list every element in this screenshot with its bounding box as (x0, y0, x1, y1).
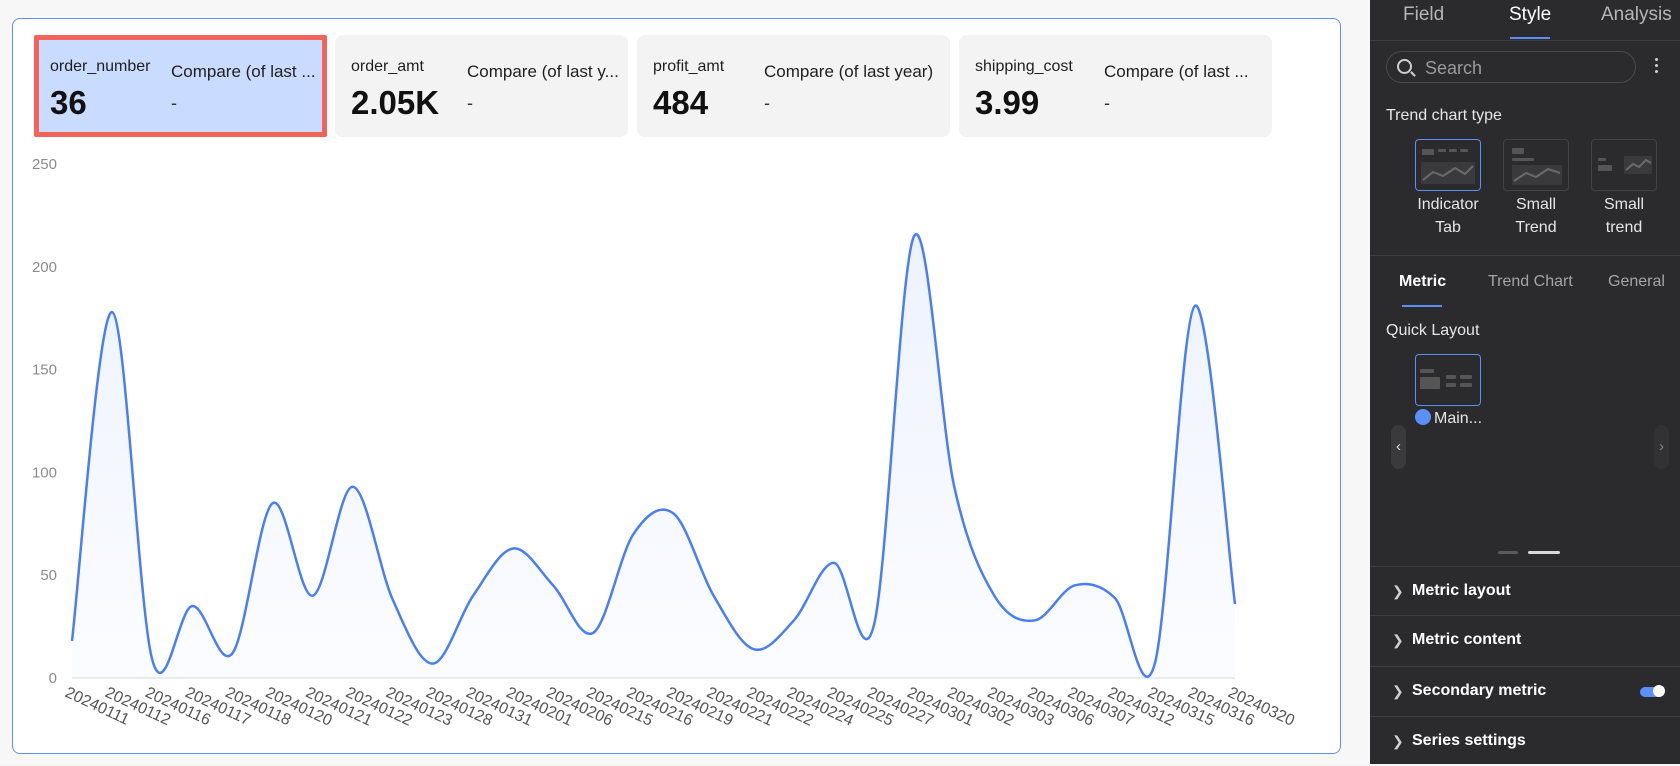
y-tick-label: 150 (32, 362, 57, 379)
kpi-name: profit_amt (653, 58, 725, 75)
search-input[interactable]: Search (1386, 51, 1636, 83)
subtab-general[interactable]: General (1608, 273, 1665, 290)
small-trend-inline-option[interactable] (1591, 139, 1657, 191)
type-label-line: Small (1603, 196, 1644, 213)
section-title: Metric layout (1412, 582, 1511, 599)
section-title: Metric content (1412, 631, 1522, 648)
type-label-line: Trend (1515, 219, 1557, 236)
type-label-line: Tab (1435, 219, 1461, 236)
mini-trend-icon (1513, 167, 1561, 182)
kpi-compare-value: - (171, 93, 177, 113)
kpi-name: shipping_cost (975, 58, 1073, 75)
kpi-value: 36 (50, 84, 87, 121)
chevron-right-icon: ❯ (1392, 583, 1404, 599)
active-subtab-indicator (1402, 305, 1442, 307)
carousel-next-button[interactable]: › (1654, 425, 1669, 469)
carousel-dot-active[interactable] (1528, 551, 1560, 554)
section-metric-layout[interactable]: ❯ Metric layout (1370, 566, 1680, 616)
kpi-compare-value: - (1104, 93, 1110, 113)
subtab-trend-chart[interactable]: Trend Chart (1488, 273, 1573, 290)
y-tick-label: 100 (32, 464, 57, 481)
search-placeholder: Search (1425, 58, 1483, 78)
tab-analysis[interactable]: Analysis (1601, 4, 1672, 25)
kpi-profit-amt[interactable]: profit_amt 484 Compare (of last year) - (637, 35, 950, 137)
panel-tabs: Field Style Analysis (1370, 0, 1680, 41)
indicator-tab-option[interactable] (1415, 139, 1481, 191)
dashboard-canvas: order_number 36 Compare (of last ... - o… (12, 18, 1341, 754)
subtab-metric[interactable]: Metric (1399, 273, 1447, 290)
y-tick-label: 250 (32, 156, 57, 173)
y-tick-label: 50 (40, 567, 57, 584)
divider (1370, 255, 1680, 256)
kpi-name: order_number (50, 58, 151, 75)
search-icon (1397, 59, 1412, 74)
reset-icon (1415, 409, 1431, 425)
series-line (70, 233, 1237, 678)
chevron-right-icon: ❯ (1392, 683, 1404, 699)
chevron-right-icon: ❯ (1392, 733, 1404, 749)
secondary-metric-toggle[interactable] (1640, 685, 1665, 697)
small-trend-option[interactable] (1503, 139, 1569, 191)
trend-metric-card[interactable]: order_number 36 Compare (of last ... - o… (12, 18, 1341, 754)
type-label-line: trend (1605, 219, 1643, 236)
tab-field[interactable]: Field (1403, 4, 1445, 25)
y-tick-label: 200 (32, 259, 57, 276)
carousel-prev-button[interactable]: ‹ (1391, 425, 1406, 469)
section-title: Secondary metric (1412, 682, 1547, 699)
section-secondary-metric[interactable]: ❯ Secondary metric (1370, 666, 1680, 716)
indicator-tab-label: Indicator Tab (1403, 193, 1493, 239)
carousel-dot[interactable] (1498, 551, 1518, 554)
kpi-order-number[interactable]: order_number 36 Compare (of last ... - (34, 35, 327, 137)
more-options-icon[interactable] (1653, 56, 1659, 76)
kpi-shipping-cost[interactable]: shipping_cost 3.99 Compare (of last ... … (959, 35, 1272, 137)
tab-style[interactable]: Style (1509, 4, 1552, 25)
section-title: Series settings (1412, 732, 1526, 749)
kpi-value: 2.05K (351, 84, 440, 121)
small-trend-inline-label: Small trend (1579, 193, 1669, 239)
active-tab-indicator (1510, 37, 1550, 39)
kpi-value: 484 (653, 84, 709, 121)
trend-chart-type-label: Trend chart type (1386, 107, 1502, 124)
kpi-compare-value: - (764, 93, 770, 113)
mini-trend-icon (1625, 158, 1652, 171)
kpi-value: 3.99 (975, 84, 1040, 121)
quick-layout-name: Main... (1415, 409, 1482, 428)
series-area (72, 234, 1235, 678)
section-series-settings[interactable]: ❯ Series settings (1370, 716, 1680, 766)
section-metric-content[interactable]: ❯ Metric content (1370, 615, 1680, 665)
y-tick-label: 0 (49, 670, 57, 687)
mini-trend-icon (1422, 165, 1474, 181)
kpi-order-amt[interactable]: order_amt 2.05K Compare (of last y... - (335, 35, 628, 137)
chevron-right-icon: ❯ (1392, 632, 1404, 648)
type-label-line: Indicator (1417, 196, 1479, 213)
quick-layout-label: Quick Layout (1386, 322, 1480, 339)
trend-chart: 0501001502002502024011120240112202401162… (32, 156, 1297, 730)
small-trend-label: Small Trend (1491, 193, 1581, 239)
quick-layout-item-label: Main... (1434, 410, 1483, 427)
quick-layout-option[interactable] (1415, 354, 1481, 406)
kpi-name: order_amt (351, 58, 424, 75)
type-label-line: Small (1515, 196, 1556, 213)
kpi-compare-value: - (467, 93, 473, 113)
style-panel: Field Style Analysis Search Trend chart … (1370, 0, 1680, 764)
